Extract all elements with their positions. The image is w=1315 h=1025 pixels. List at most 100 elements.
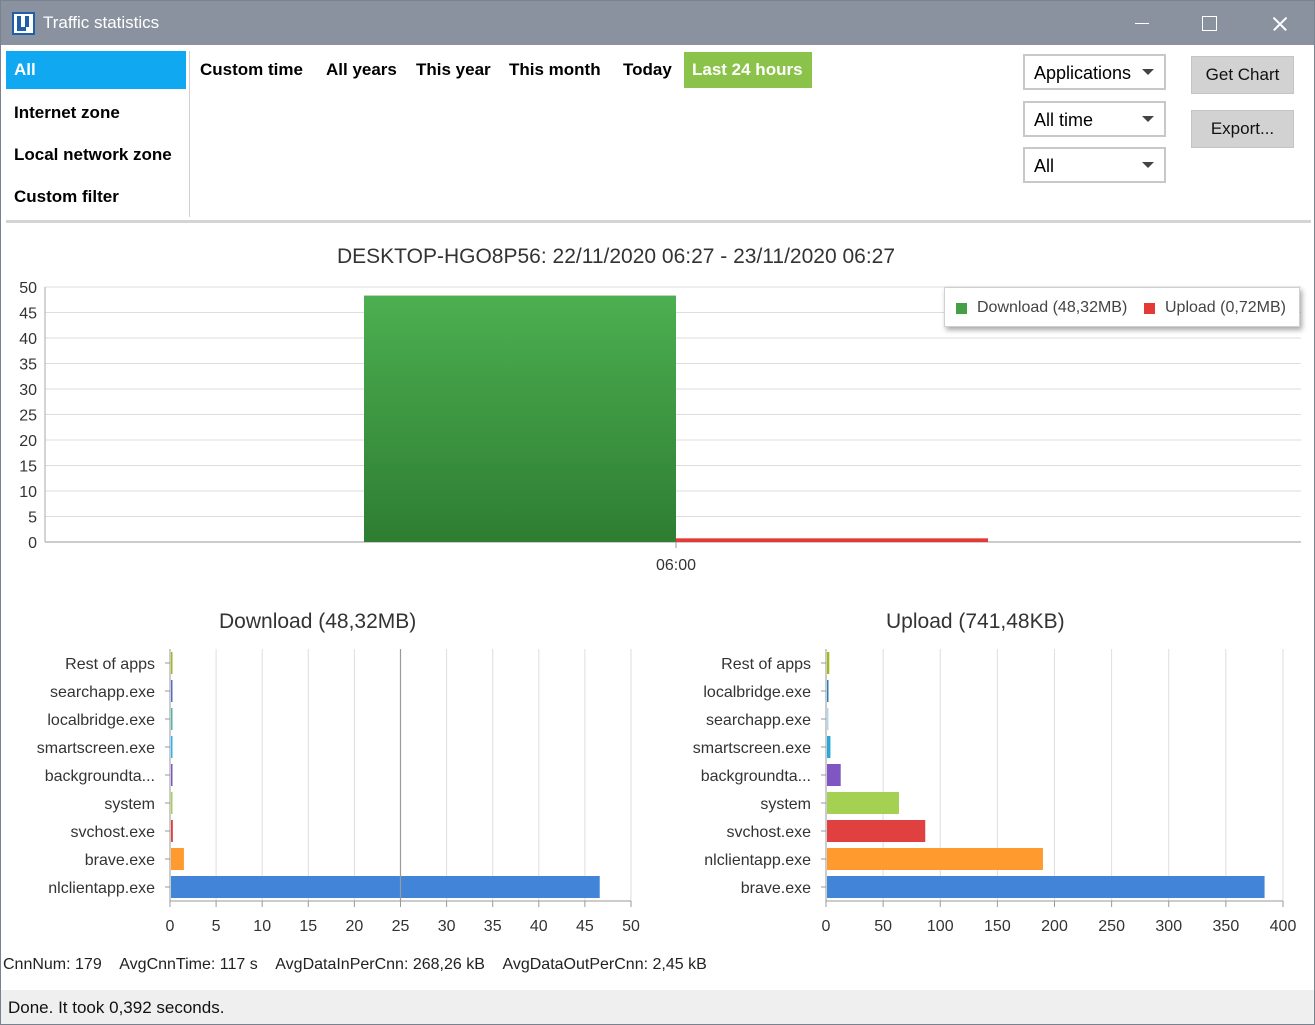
category-label: Rest of apps — [721, 656, 811, 673]
connection-stats: CnnNum: 179 AvgCnnTime: 117 s AvgDataInP… — [3, 956, 721, 974]
y-tick-label: 50 — [19, 280, 37, 297]
export-button[interactable]: Export... — [1191, 110, 1294, 148]
status-bar: Done. It took 0,392 seconds. — [1, 990, 1314, 1024]
x-tick-label: 250 — [1098, 918, 1125, 935]
tab-last-24-hours[interactable]: Last 24 hours — [684, 52, 812, 88]
category-label: localbridge.exe — [47, 712, 155, 729]
filter-menu: All Internet zone Local network zone Cus… — [6, 51, 190, 217]
x-tick-label: 45 — [576, 918, 594, 935]
x-tick-label: 0 — [822, 918, 831, 935]
x-tick-label: 20 — [346, 918, 364, 935]
category-label: backgroundta... — [45, 768, 155, 785]
category-label: localbridge.exe — [703, 684, 811, 701]
category-label: Rest of apps — [65, 656, 155, 673]
header-divider — [6, 220, 1311, 223]
y-tick-label: 5 — [28, 510, 37, 527]
category-label: smartscreen.exe — [37, 740, 155, 757]
x-tick-label: 30 — [438, 918, 456, 935]
stat-cnn-num: CnnNum: 179 — [3, 956, 102, 973]
bar — [171, 680, 173, 702]
x-tick-label: 25 — [392, 918, 410, 935]
y-tick-label: 15 — [19, 459, 37, 476]
y-tick-label: 25 — [19, 408, 37, 425]
group-by-dropdown[interactable]: Applications — [1023, 54, 1166, 90]
x-tick-label: 50 — [622, 918, 640, 935]
tab-all-years[interactable]: All years — [326, 60, 397, 79]
upload-by-app-chart: 0 50 100 150 200 250 300 350 400 Rest of apps loca… — [693, 649, 1297, 935]
x-tick-label: 15 — [299, 918, 317, 935]
download-chart-title: Download (48,32MB) — [219, 610, 417, 633]
title-bar[interactable]: Traffic statistics — [1, 1, 1314, 45]
period-dropdown[interactable]: All time — [1023, 101, 1166, 137]
x-tick-label: 50 — [874, 918, 892, 935]
scope-dropdown[interactable]: All — [1023, 147, 1166, 183]
y-tick-label: 20 — [19, 433, 37, 450]
chevron-down-icon — [1142, 69, 1154, 75]
x-tick-label: 400 — [1270, 918, 1297, 935]
bar — [827, 652, 830, 674]
bar — [171, 708, 173, 730]
filter-custom[interactable]: Custom filter — [14, 187, 119, 206]
bar-download — [364, 295, 676, 542]
x-tick-label: 10 — [253, 918, 271, 935]
bar — [827, 820, 926, 842]
main-traffic-chart: 0 5 10 15 20 25 30 35 40 45 50 06:00 — [19, 280, 1301, 574]
status-text: Done. It took 0,392 seconds. — [8, 998, 225, 1017]
maximize-button[interactable] — [1187, 1, 1233, 45]
category-label: brave.exe — [85, 852, 155, 869]
category-label: nlclientapp.exe — [704, 852, 811, 869]
bar — [171, 820, 173, 842]
main-chart-legend: Download (48,32MB) Upload (0,72MB) — [944, 287, 1300, 327]
tab-this-month[interactable]: This month — [509, 60, 601, 79]
x-tick-label: 300 — [1155, 918, 1182, 935]
scope-value: All — [1034, 156, 1055, 176]
stat-avg-data-out: AvgDataOutPerCnn: 2,45 kB — [502, 956, 707, 973]
bar — [171, 736, 173, 758]
category-label: smartscreen.exe — [693, 740, 811, 757]
download-by-app-chart: 0 5 10 15 20 25 30 35 40 45 50 Rest of apps searchap… — [37, 649, 640, 935]
bar — [171, 876, 600, 898]
stat-avg-data-in: AvgDataInPerCnn: 268,26 kB — [275, 956, 485, 973]
x-tick-label: 35 — [484, 918, 502, 935]
group-by-value: Applications — [1034, 63, 1132, 83]
filter-local-network-zone[interactable]: Local network zone — [14, 145, 172, 164]
main-chart-title: DESKTOP-HGO8P56: 22/11/2020 06:27 - 23/1… — [337, 245, 896, 268]
x-tick-label: 06:00 — [656, 557, 696, 574]
x-tick-label: 5 — [212, 918, 221, 935]
tab-today[interactable]: Today — [623, 60, 672, 79]
tab-custom-time[interactable]: Custom time — [200, 60, 303, 79]
bar-upload — [676, 538, 988, 542]
bar — [827, 792, 899, 814]
bar — [827, 848, 1043, 870]
y-tick-label: 30 — [19, 382, 37, 399]
chevron-down-icon — [1142, 162, 1154, 168]
app-logo-icon — [12, 12, 35, 35]
minimize-button[interactable] — [1119, 1, 1165, 45]
tab-this-year[interactable]: This year — [416, 60, 491, 79]
bar — [827, 764, 841, 786]
x-tick-label: 200 — [1041, 918, 1068, 935]
legend-swatch-download — [956, 303, 967, 314]
stat-avg-cnn-time: AvgCnnTime: 117 s — [119, 956, 258, 973]
bar — [827, 736, 831, 758]
bar — [171, 764, 173, 786]
x-tick-label: 40 — [530, 918, 548, 935]
y-tick-label: 10 — [19, 484, 37, 501]
category-label: searchapp.exe — [706, 712, 811, 729]
category-label: system — [760, 796, 811, 813]
window-title: Traffic statistics — [43, 13, 160, 32]
legend-download: Download (48,32MB) — [977, 299, 1128, 316]
get-chart-button[interactable]: Get Chart — [1191, 56, 1294, 94]
y-tick-label: 35 — [19, 357, 37, 374]
filter-all[interactable]: All — [6, 51, 186, 89]
upload-chart-title: Upload (741,48KB) — [886, 610, 1065, 633]
y-tick-label: 45 — [19, 306, 37, 323]
bar — [171, 792, 173, 814]
bar — [171, 848, 184, 870]
bar — [827, 680, 829, 702]
filter-internet-zone[interactable]: Internet zone — [14, 103, 120, 122]
category-label: svchost.exe — [727, 824, 812, 841]
legend-swatch-upload — [1144, 303, 1155, 314]
chevron-down-icon — [1142, 116, 1154, 122]
